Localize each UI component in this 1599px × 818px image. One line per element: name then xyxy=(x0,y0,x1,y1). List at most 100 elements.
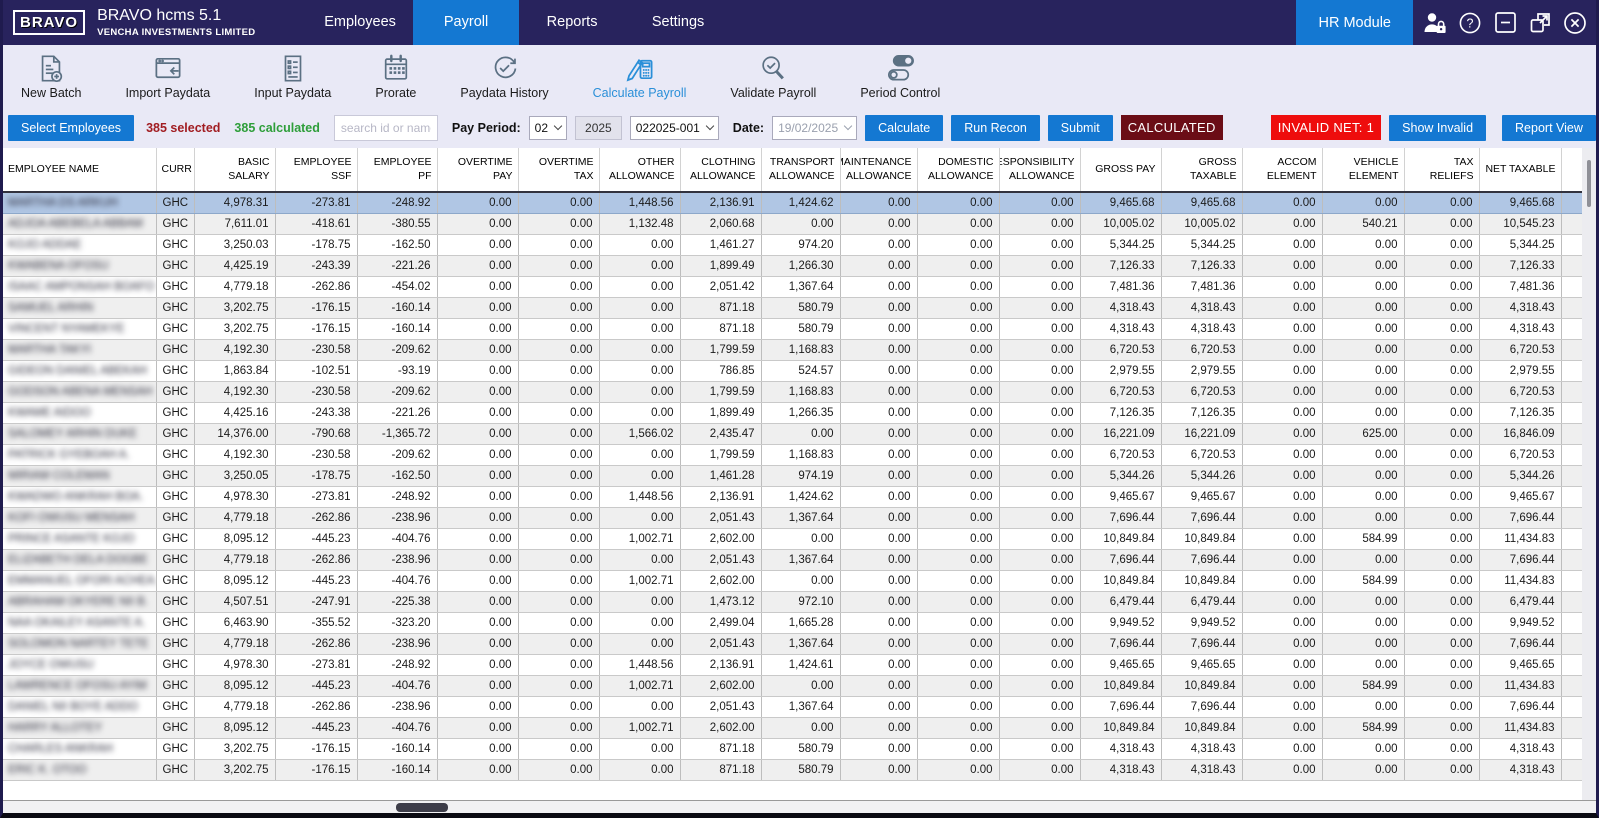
column-header[interactable]: TRANSPORT ALLOWANCE xyxy=(761,148,840,192)
table-row[interactable]: ADJOA ABEBELA ABBAMGHC7,611.01-418.61-38… xyxy=(3,213,1582,234)
column-header[interactable]: MAINTENANCE ALLOWANCE xyxy=(840,148,917,192)
search-input[interactable] xyxy=(334,115,438,141)
column-header[interactable]: DOMESTIC ALLOWANCE xyxy=(917,148,999,192)
vertical-scrollbar[interactable] xyxy=(1582,148,1596,800)
table-row[interactable]: PRINCE ASANTE KOJOGHC8,095.12-445.23-404… xyxy=(3,528,1582,549)
column-header[interactable]: EMPLOYEE SSF xyxy=(275,148,357,192)
column-header[interactable]: NET TAXABLE xyxy=(1479,148,1561,192)
import-paydata-button[interactable]: Import Paydata xyxy=(125,53,210,100)
pay-period-month-select[interactable]: 02 xyxy=(529,116,567,140)
user-lock-icon[interactable] xyxy=(1422,10,1448,36)
table-row[interactable]: VINCENT NYAMEKYEGHC3,202.75-176.15-160.1… xyxy=(3,318,1582,339)
value-cell: 4,507.51 xyxy=(194,591,275,612)
column-header[interactable]: CLOTHING ALLOWANCE xyxy=(680,148,761,192)
horizontal-scrollbar[interactable] xyxy=(3,800,1596,813)
stub-cell xyxy=(1561,444,1582,465)
show-invalid-button[interactable]: Show Invalid xyxy=(1389,115,1486,141)
input-paydata-button[interactable]: Input Paydata xyxy=(254,53,331,100)
tab-reports[interactable]: Reports xyxy=(519,0,625,45)
close-icon[interactable] xyxy=(1562,10,1588,36)
table-row[interactable]: PATRICK GYEBOAH A.GHC4,192.30-230.58-209… xyxy=(3,444,1582,465)
value-cell: 0.00 xyxy=(761,717,840,738)
column-header[interactable]: GROSS PAY xyxy=(1080,148,1161,192)
curr-cell: GHC xyxy=(156,612,194,633)
value-cell: 4,779.18 xyxy=(194,696,275,717)
column-header[interactable]: GROSS TAXABLE xyxy=(1161,148,1242,192)
value-cell: -230.58 xyxy=(275,444,357,465)
table-row[interactable]: EMMANUEL OFORI ACHEA.GHC8,095.12-445.23-… xyxy=(3,570,1582,591)
value-cell: 0.00 xyxy=(840,360,917,381)
column-header[interactable]: OVERTIME PAY xyxy=(437,148,518,192)
value-cell: 0.00 xyxy=(999,675,1080,696)
table-row[interactable]: DANIEL NII BOYE ADDOGHC4,779.18-262.86-2… xyxy=(3,696,1582,717)
table-row[interactable]: CHARLES ANKRAHGHC3,202.75-176.15-160.140… xyxy=(3,738,1582,759)
tab-payroll[interactable]: Payroll xyxy=(413,0,519,45)
table-row[interactable]: ISAAC AMPONSAH BOAFOGHC4,779.18-262.86-4… xyxy=(3,276,1582,297)
table-row[interactable]: MARTHA DS ARKUHGHC4,978.31-273.81-248.92… xyxy=(3,192,1582,213)
calculate-payroll-button[interactable]: Calculate Payroll xyxy=(593,53,687,100)
table-row[interactable]: KOJO ADDAEGHC3,250.03-178.75-162.500.000… xyxy=(3,234,1582,255)
column-header[interactable]: RESPONSIBILITY ALLOWANCE xyxy=(999,148,1080,192)
table-row[interactable]: GODSON ABENA MENSAHGHC4,192.30-230.58-20… xyxy=(3,381,1582,402)
table-row[interactable]: GIDEON DANIEL ABEKAHGHC1,863.84-102.51-9… xyxy=(3,360,1582,381)
tab-employees[interactable]: Employees xyxy=(307,0,413,45)
column-header[interactable]: EMPLOYEE NAME xyxy=(3,148,156,192)
column-header[interactable]: BASIC SALARY xyxy=(194,148,275,192)
table-row[interactable]: MARTHA TAKYIGHC4,192.30-230.58-209.620.0… xyxy=(3,339,1582,360)
column-header[interactable]: TAX RELIEFS xyxy=(1404,148,1479,192)
value-cell: 6,720.53 xyxy=(1479,339,1561,360)
value-cell: 9,949.52 xyxy=(1479,612,1561,633)
new-batch-button[interactable]: New Batch xyxy=(21,53,81,100)
stub-cell xyxy=(1561,360,1582,381)
table-row[interactable]: ERIC K. OTOOGHC3,202.75-176.15-160.140.0… xyxy=(3,759,1582,780)
table-row[interactable]: JOYCE OWUSUGHC4,978.30-273.81-248.920.00… xyxy=(3,654,1582,675)
table-row[interactable]: SOLOMON NARTEY TETEGHC4,779.18-262.86-23… xyxy=(3,633,1582,654)
pay-period-code-select[interactable]: 022025-001 xyxy=(630,116,719,140)
validate-payroll-button[interactable]: Validate Payroll xyxy=(730,53,816,100)
curr-cell: GHC xyxy=(156,465,194,486)
select-employees-button[interactable]: Select Employees xyxy=(8,115,134,141)
table-row[interactable]: SAMUEL ARHINGHC3,202.75-176.15-160.140.0… xyxy=(3,297,1582,318)
table-row[interactable]: MIRIAM COLEMANGHC3,250.05-178.75-162.500… xyxy=(3,465,1582,486)
paydata-history-button[interactable]: Paydata History xyxy=(460,53,548,100)
stub-cell xyxy=(1561,255,1582,276)
help-icon[interactable]: ? xyxy=(1457,10,1483,36)
minimize-icon[interactable] xyxy=(1492,10,1518,36)
column-header[interactable]: OTHER ALLOWANCE xyxy=(599,148,680,192)
column-header[interactable]: ACCOM ELEMENT xyxy=(1242,148,1322,192)
value-cell: 580.79 xyxy=(761,318,840,339)
column-header[interactable]: EMPLOYEE PF xyxy=(357,148,437,192)
column-header[interactable] xyxy=(1561,148,1582,192)
table-row[interactable]: KOFI OWUSU MENSAHGHC4,779.18-262.86-238.… xyxy=(3,507,1582,528)
horizontal-scrollbar-thumb[interactable] xyxy=(396,803,448,812)
table-row[interactable]: ABRAHAM OKYERE NII B.GHC4,507.51-247.91-… xyxy=(3,591,1582,612)
table-row[interactable]: SALOMEY ARHIN DUKEGHC14,376.00-790.68-1,… xyxy=(3,423,1582,444)
vertical-scrollbar-thumb[interactable] xyxy=(1587,160,1591,207)
table-row[interactable]: KWABENA OFOSUGHC4,425.19-243.39-221.260.… xyxy=(3,255,1582,276)
prorate-button[interactable]: Prorate xyxy=(375,53,416,100)
table-row[interactable]: HARRY ALLOTEYGHC8,095.12-445.23-404.760.… xyxy=(3,717,1582,738)
stub-cell xyxy=(1561,717,1582,738)
report-view-button[interactable]: Report View xyxy=(1502,115,1596,141)
value-cell: -418.61 xyxy=(275,213,357,234)
table-row[interactable]: ELIZABETH DELA DOGBEGHC4,779.18-262.86-2… xyxy=(3,549,1582,570)
column-header[interactable]: CURR xyxy=(156,148,194,192)
table-row[interactable]: LAWRENCE OFOSU AYIMGHC8,095.12-445.23-40… xyxy=(3,675,1582,696)
calculate-button[interactable]: Calculate xyxy=(865,115,943,141)
table-row[interactable]: NAA OKAILEY ASANTE A.GHC6,463.90-355.52-… xyxy=(3,612,1582,633)
table-row[interactable]: KWADWO ANKRAH BOA.GHC4,978.30-273.81-248… xyxy=(3,486,1582,507)
value-cell: 0.00 xyxy=(917,759,999,780)
value-cell: 0.00 xyxy=(1242,675,1322,696)
column-header[interactable]: OVERTIME TAX xyxy=(518,148,599,192)
tab-settings[interactable]: Settings xyxy=(625,0,731,45)
value-cell: 0.00 xyxy=(518,528,599,549)
date-select[interactable]: 19/02/2025 xyxy=(772,116,857,140)
table-row[interactable]: KWAME AIDOOGHC4,425.16-243.38-221.260.00… xyxy=(3,402,1582,423)
column-header[interactable]: VEHICLE ELEMENT xyxy=(1322,148,1404,192)
hr-module-button[interactable]: HR Module xyxy=(1296,0,1413,45)
maximize-icon[interactable] xyxy=(1527,10,1553,36)
run-recon-button[interactable]: Run Recon xyxy=(951,115,1040,141)
value-cell: 0.00 xyxy=(840,486,917,507)
submit-button[interactable]: Submit xyxy=(1048,115,1113,141)
period-control-button[interactable]: Period Control xyxy=(860,53,940,100)
